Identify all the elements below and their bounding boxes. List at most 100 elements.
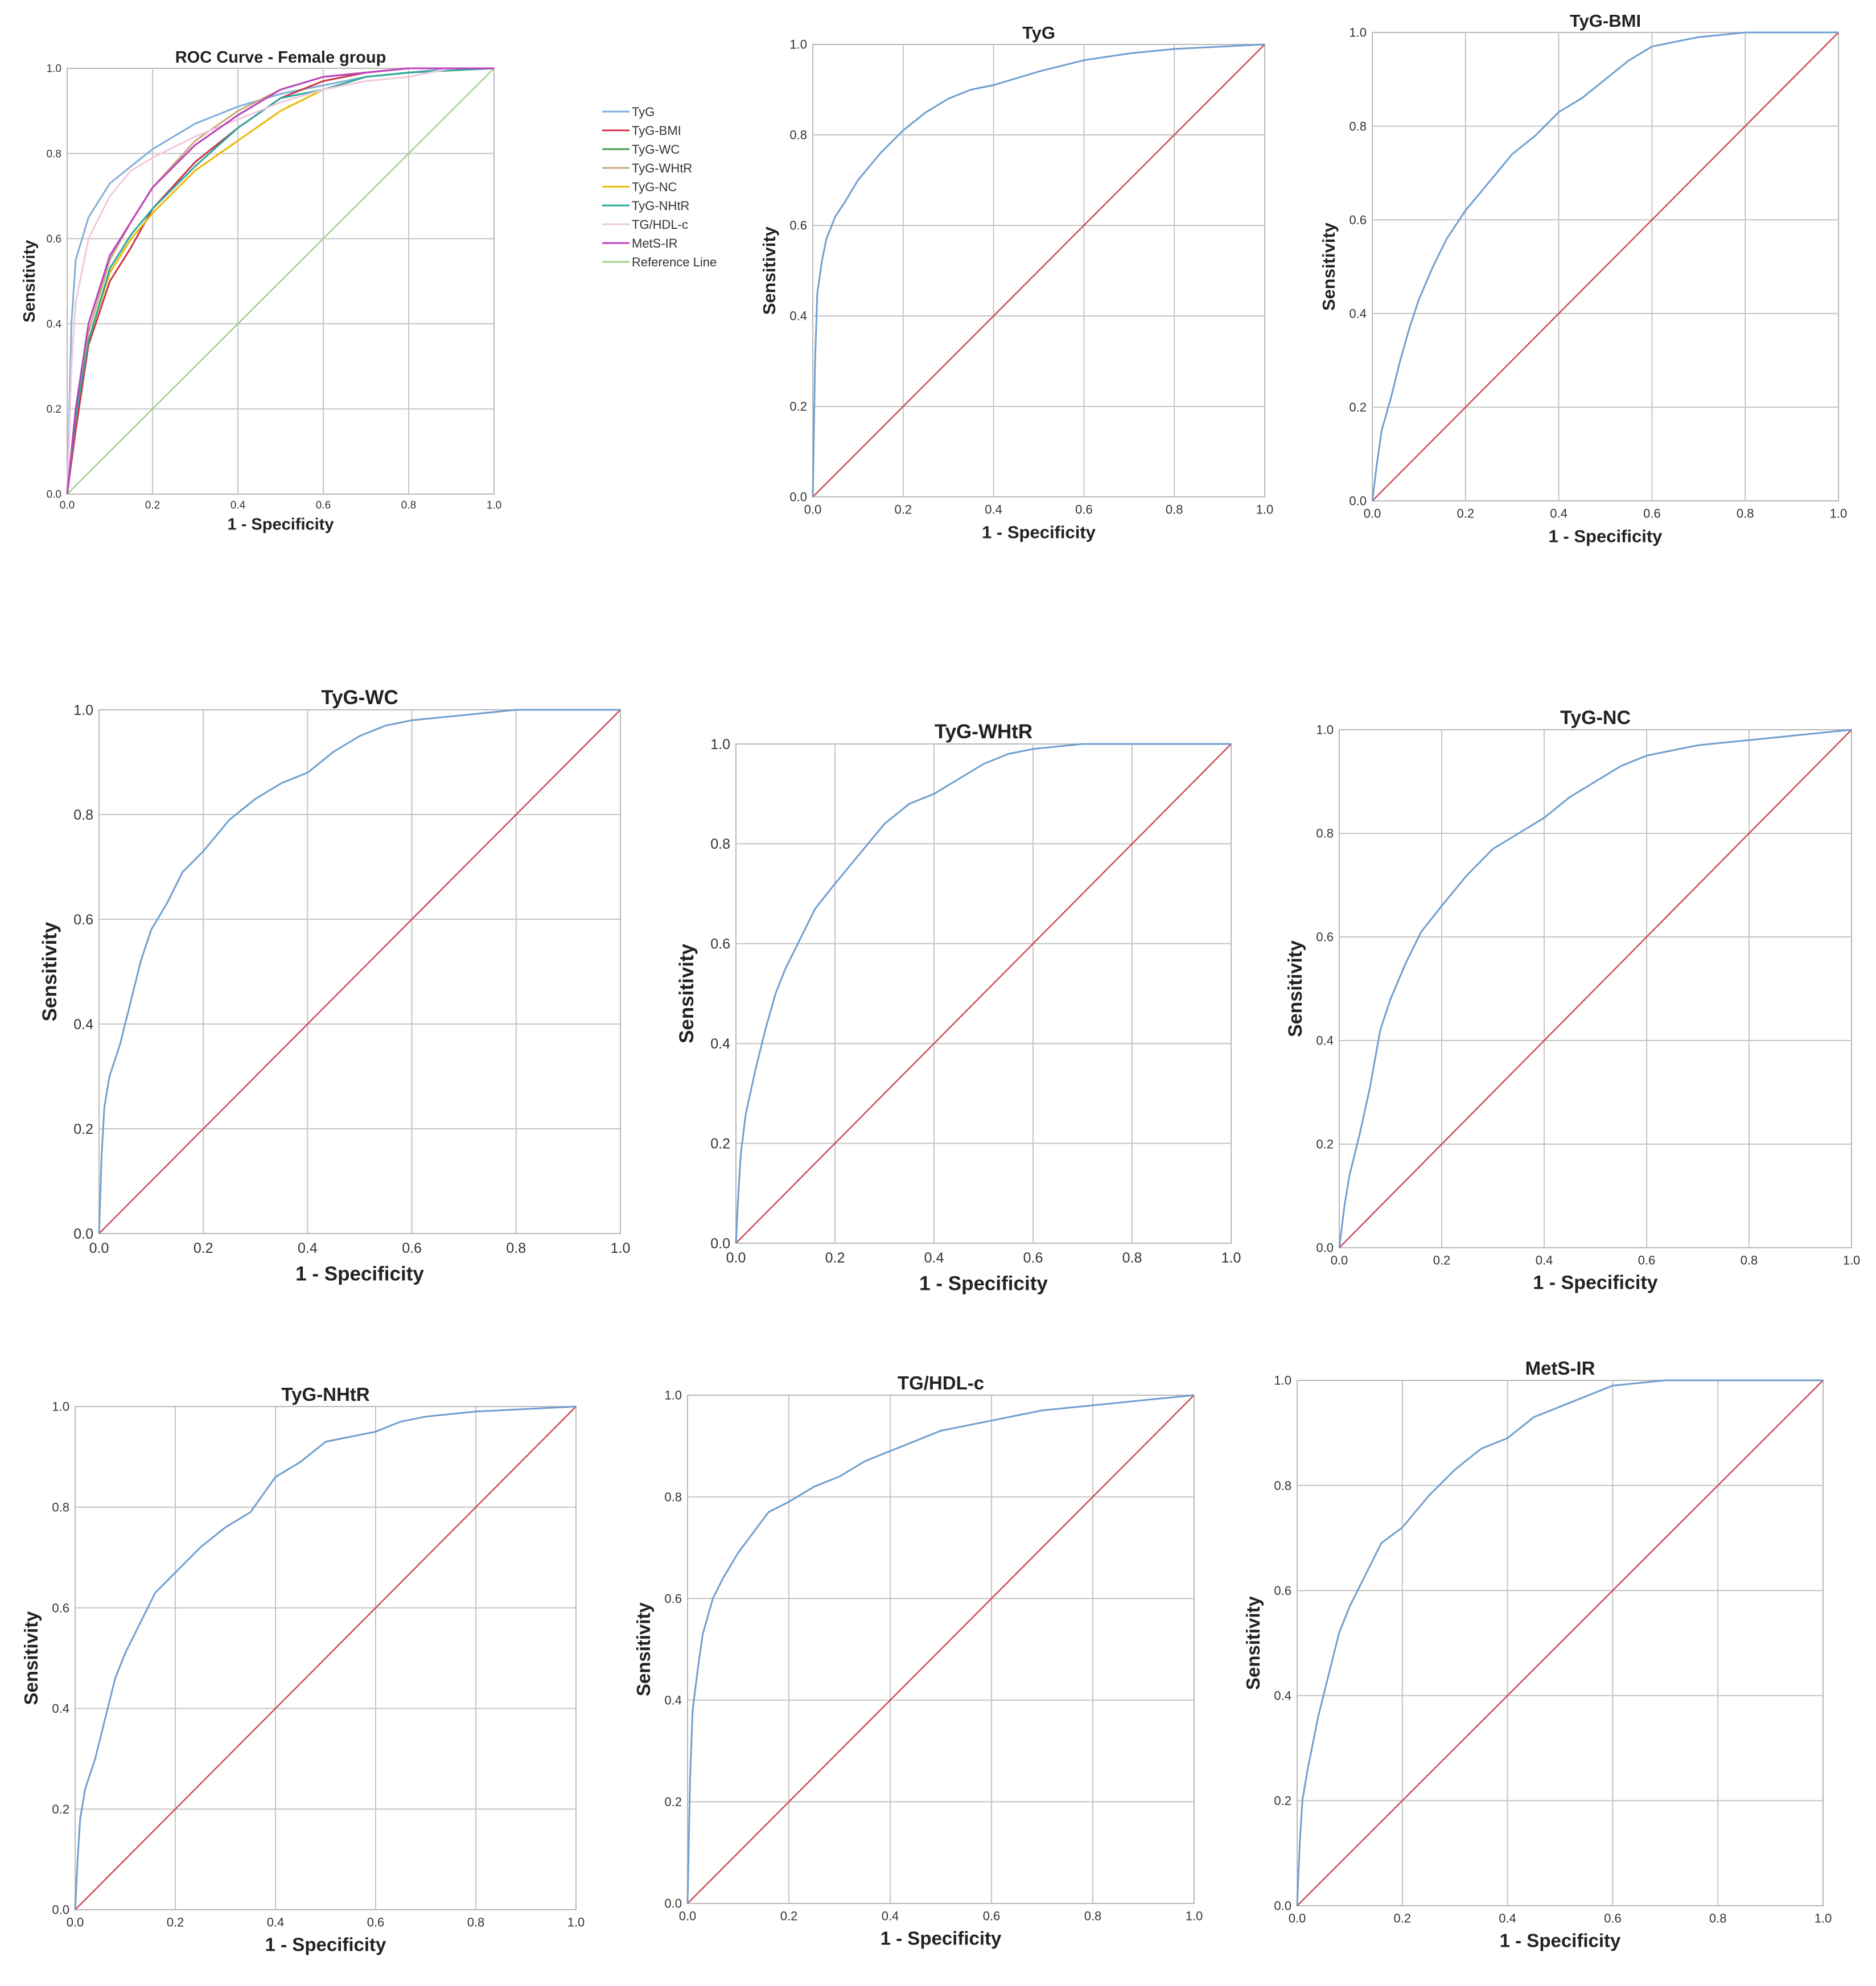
x-tick-label: 1.0 bbox=[1830, 507, 1848, 521]
y-axis-label: Sensitivity bbox=[1285, 940, 1306, 1037]
series-line-reference-line bbox=[1297, 1380, 1824, 1906]
y-axis-label: Sensitivity bbox=[633, 1602, 654, 1696]
x-axis-label: 1 - Specificity bbox=[1549, 527, 1663, 546]
x-tick-label: 0.4 bbox=[924, 1250, 944, 1266]
y-axis-label: Sensitivity bbox=[759, 226, 779, 315]
y-tick-label: 0.2 bbox=[1349, 400, 1367, 414]
series-line-reference-line bbox=[75, 1406, 577, 1910]
y-tick-label: 0.6 bbox=[52, 1601, 69, 1615]
y-tick-label: 0.2 bbox=[664, 1795, 682, 1809]
series-line-reference-line bbox=[98, 709, 621, 1234]
y-tick-label: 0.0 bbox=[1274, 1899, 1291, 1913]
y-tick-label: 0.8 bbox=[1316, 827, 1334, 841]
series-line-reference-line bbox=[735, 743, 1232, 1244]
y-tick-label: 1.0 bbox=[52, 1400, 69, 1414]
series-line-roc-curve bbox=[686, 1394, 1195, 1904]
x-tick-label: 0.8 bbox=[1122, 1250, 1142, 1266]
y-tick-label: 0.0 bbox=[664, 1897, 682, 1911]
series-line-mets-ir bbox=[66, 67, 494, 495]
y-tick-label: 0.8 bbox=[664, 1490, 682, 1504]
y-tick-label: 0.6 bbox=[710, 936, 730, 952]
y-tick-label: 0.6 bbox=[789, 219, 807, 233]
series-line-roc-curve bbox=[812, 43, 1265, 497]
x-tick-label: 1.0 bbox=[1815, 1911, 1832, 1926]
x-tick-label: 0.4 bbox=[231, 500, 246, 512]
x-tick-label: 1.0 bbox=[567, 1915, 585, 1930]
chart-title: TyG-BMI bbox=[1570, 11, 1641, 31]
y-tick-label: 0.6 bbox=[664, 1592, 682, 1606]
x-tick-label: 0.8 bbox=[1166, 503, 1183, 517]
x-tick-label: 0.2 bbox=[895, 503, 912, 517]
roc-chart-5: 0.0 0.2 0.4 0.6 0.8 1.0 0.0 0.2 0.4 0.6 0.8 1.0 TyG-… bbox=[676, 721, 1241, 1295]
series-line-reference-line bbox=[1372, 32, 1839, 501]
x-tick-label: 0.4 bbox=[985, 503, 1002, 517]
x-tick-label: 0.8 bbox=[467, 1915, 485, 1930]
roc-chart-2: 0.0 0.2 0.4 0.6 0.8 1.0 0.0 0.2 0.4 0.6 0.8 1.0 TyG 1… bbox=[759, 23, 1273, 542]
x-tick-label: 1.0 bbox=[611, 1240, 631, 1256]
legend-label: TG/HDL-c bbox=[632, 217, 688, 232]
x-tick-label: 0.8 bbox=[401, 500, 416, 512]
y-tick-label: 0.8 bbox=[52, 1500, 69, 1515]
y-tick-label: 1.0 bbox=[1274, 1374, 1291, 1388]
y-tick-label: 0.0 bbox=[789, 490, 807, 504]
y-axis-label: Sensitivity bbox=[20, 240, 39, 322]
x-axis-label: 1 - Specificity bbox=[228, 516, 334, 534]
y-tick-label: 0.6 bbox=[1316, 930, 1334, 944]
x-tick-label: 0.2 bbox=[1457, 507, 1475, 521]
roc-chart-8: 0.0 0.2 0.4 0.6 0.8 1.0 0.0 0.2 0.4 0.6 0.8 1.0 TG/H… bbox=[633, 1372, 1203, 1949]
y-tick-label: 0.8 bbox=[47, 148, 61, 160]
legend-label: TyG-NHtR bbox=[632, 199, 689, 213]
roc-chart-3: 0.0 0.2 0.4 0.6 0.8 1.0 0.0 0.2 0.4 0.6 0.8 1.0 TyG-… bbox=[1319, 11, 1847, 546]
x-tick-label: 0.0 bbox=[1289, 1911, 1306, 1926]
x-tick-label: 1.0 bbox=[1843, 1253, 1861, 1268]
series-line-roc-curve bbox=[98, 709, 620, 1234]
y-tick-label: 0.2 bbox=[47, 404, 61, 416]
x-tick-label: 0.6 bbox=[316, 500, 331, 512]
y-tick-label: 0.4 bbox=[47, 318, 62, 330]
chart-title: TyG-NC bbox=[1560, 707, 1631, 729]
x-tick-label: 1.0 bbox=[1221, 1250, 1241, 1266]
x-tick-label: 0.4 bbox=[1499, 1911, 1516, 1926]
chart-title: ROC Curve - Female group bbox=[175, 48, 386, 67]
y-tick-label: 0.2 bbox=[73, 1121, 93, 1137]
series-line-reference-line bbox=[1339, 729, 1852, 1248]
chart-title: TyG bbox=[1022, 23, 1055, 43]
legend-label: TyG-WC bbox=[632, 142, 680, 157]
series-line-reference-line bbox=[67, 68, 495, 495]
x-tick-label: 0.2 bbox=[1433, 1253, 1451, 1268]
legend-label: MetS-IR bbox=[632, 236, 678, 250]
roc-chart-4: 0.0 0.2 0.4 0.6 0.8 1.0 0.0 0.2 0.4 0.6 0.8 1.0 TyG-… bbox=[39, 686, 630, 1285]
series-line-reference-line bbox=[687, 1395, 1195, 1904]
x-tick-label: 0.6 bbox=[1643, 507, 1661, 521]
y-tick-label: 0.8 bbox=[789, 128, 807, 142]
y-tick-label: 0.8 bbox=[73, 807, 93, 823]
y-tick-label: 0.4 bbox=[73, 1017, 93, 1033]
y-tick-label: 1.0 bbox=[47, 63, 61, 75]
x-axis-label: 1 - Specificity bbox=[881, 1928, 1002, 1949]
x-tick-label: 0.4 bbox=[298, 1240, 318, 1256]
x-tick-label: 0.0 bbox=[804, 503, 822, 517]
x-tick-label: 0.0 bbox=[89, 1240, 109, 1256]
x-tick-label: 0.0 bbox=[726, 1250, 746, 1266]
chart-title: TyG-WC bbox=[321, 686, 398, 709]
y-tick-label: 0.4 bbox=[789, 309, 807, 323]
legend: TyG TyG-BMI TyG-WC TyG-WHtR TyG-NC TyG-NHtR TG… bbox=[602, 105, 717, 269]
legend-label: TyG bbox=[632, 105, 655, 119]
x-tick-label: 0.8 bbox=[506, 1240, 526, 1256]
x-tick-label: 0.2 bbox=[825, 1250, 845, 1266]
chart-title: TyG-NHtR bbox=[281, 1384, 369, 1405]
chart-title: TG/HDL-c bbox=[898, 1372, 984, 1393]
y-tick-label: 0.0 bbox=[47, 489, 61, 501]
y-tick-label: 0.2 bbox=[1316, 1137, 1334, 1152]
chart-title: MetS-IR bbox=[1525, 1358, 1595, 1379]
roc-chart-7: 0.0 0.2 0.4 0.6 0.8 1.0 0.0 0.2 0.4 0.6 0.8 1.0 TyG-… bbox=[20, 1384, 585, 1955]
y-axis-label: Sensitivity bbox=[39, 922, 61, 1022]
x-tick-label: 0.8 bbox=[1737, 507, 1754, 521]
x-tick-label: 0.8 bbox=[1741, 1253, 1758, 1268]
x-axis-label: 1 - Specificity bbox=[1533, 1272, 1657, 1294]
x-axis-label: 1 - Specificity bbox=[295, 1263, 424, 1285]
y-tick-label: 1.0 bbox=[1349, 26, 1367, 40]
legend-label: TyG-NC bbox=[632, 180, 677, 194]
y-tick-label: 0.6 bbox=[1349, 213, 1367, 227]
